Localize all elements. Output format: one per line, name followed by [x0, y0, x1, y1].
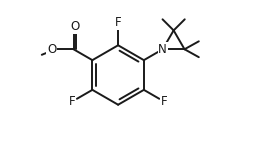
- Text: O: O: [47, 43, 56, 56]
- Text: F: F: [69, 95, 75, 108]
- Text: O: O: [70, 20, 79, 33]
- Text: N: N: [158, 43, 167, 56]
- Text: F: F: [115, 16, 121, 29]
- Text: F: F: [161, 95, 168, 108]
